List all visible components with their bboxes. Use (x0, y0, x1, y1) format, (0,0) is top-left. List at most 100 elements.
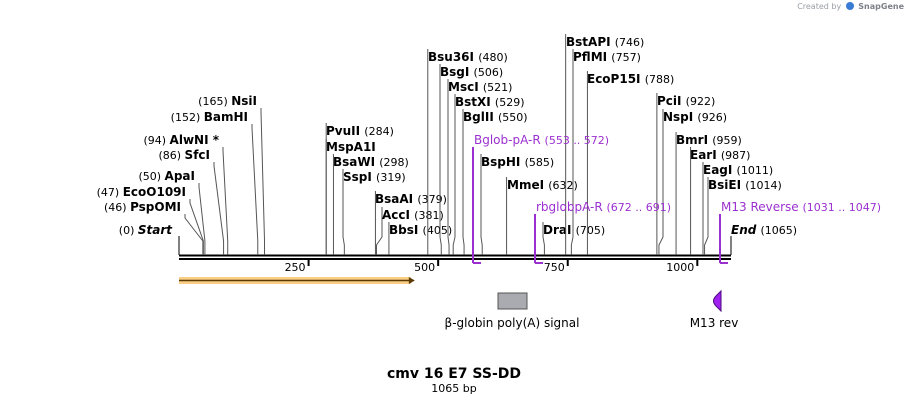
enzyme-site-bsu36i[interactable]: Bsu36I (480) (427, 49, 508, 255)
enzyme-site-acci-label[interactable]: AccI (381) (382, 208, 444, 222)
enzyme-site-ecoo109i-label[interactable]: (47) EcoO109I (97, 185, 186, 199)
enzyme-site-pcii[interactable]: PciI (922) (656, 93, 715, 255)
enzyme-site-drai-label[interactable]: DraI (705) (543, 223, 605, 237)
m13-rev-feature[interactable]: M13 rev (690, 289, 739, 330)
enzyme-site-msci-line (447, 79, 450, 255)
enzyme-site-mmei-label[interactable]: MmeI (632) (507, 178, 578, 192)
enzyme-site-bbsi-label[interactable]: BbsI (405) (389, 223, 452, 237)
enzyme-site-bsiei[interactable]: BsiEI (1014) (704, 177, 782, 255)
enzyme-site-bsawi-label[interactable]: BsaWI (298) (333, 155, 409, 169)
enzyme-site-bglii[interactable]: BglII (550) (462, 109, 528, 255)
enzyme-pos: (379) (417, 193, 447, 206)
primer-bglob-pa-r[interactable]: Bglob-pA-R (553 .. 572) (472, 133, 609, 264)
enzyme-site-apai[interactable]: (50) ApaI (138, 169, 206, 255)
enzyme-site-eari-label[interactable]: EarI (987) (690, 148, 750, 162)
enzyme-pos: (959) (712, 134, 742, 147)
enzyme-site-nspi-label[interactable]: NspI (926) (663, 110, 727, 124)
enzyme-site-drai[interactable]: DraI (705) (542, 222, 605, 255)
enzyme-site-bstapi[interactable]: BstAPI (746) (565, 34, 645, 255)
enzyme-site-bmri[interactable]: BmrI (959) (675, 132, 742, 255)
polya-signal-label: β-globin poly(A) signal (445, 316, 580, 330)
enzyme-site-sspi[interactable]: SspI (319) (342, 169, 406, 255)
enzyme-site-pvuii-label[interactable]: PvuII (284) (326, 124, 394, 138)
enzyme-site-msci-label[interactable]: MscI (521) (448, 80, 512, 94)
enzyme-site-pspomi[interactable]: (46) PspOMI (104, 200, 204, 255)
enzyme-site-eari[interactable]: EarI (987) (690, 147, 750, 255)
enzyme-site-bsiei-label[interactable]: BsiEI (1014) (708, 178, 782, 192)
enzyme-site-bstxi[interactable]: BstXI (529) (452, 94, 525, 255)
enzyme-site-bsiei-line (704, 177, 709, 255)
enzyme-site-bstxi-label[interactable]: BstXI (529) (455, 95, 525, 109)
enzyme-site-bsaai-label[interactable]: BsaAI (379) (375, 192, 447, 206)
primer-rbglobpa-r[interactable]: rbglobpA-R (672 .. 691) (534, 200, 671, 264)
primer-m13-reverse-label[interactable]: M13 Reverse (1031 .. 1047) (721, 200, 881, 214)
enzyme-site-bsawi[interactable]: BsaWI (298) (332, 154, 409, 255)
enzyme-pos: (757) (611, 51, 641, 64)
enzyme-name: PflMI (573, 50, 611, 64)
enzyme-site-sfci-label[interactable]: (86) SfcI (158, 148, 210, 162)
primer-m13-reverse[interactable]: M13 Reverse (1031 .. 1047) (719, 200, 881, 264)
enzyme-site-apai-label[interactable]: (50) ApaI (138, 169, 195, 183)
start-name: Start (138, 223, 173, 237)
enzyme-site-bsgi-label[interactable]: BsgI (506) (440, 65, 503, 79)
enzyme-site-ecoo109i-line (189, 199, 204, 255)
enzyme-site-bamhi[interactable]: (152) BamHI (171, 110, 259, 255)
map-title: cmv 16 E7 SS-DD (387, 366, 521, 382)
enzyme-site-ecoo109i[interactable]: (47) EcoO109I (97, 185, 204, 255)
enzyme-pos: (47) (97, 186, 123, 199)
enzyme-site-acci-line (375, 207, 383, 255)
enzyme-site-bsphi-label[interactable]: BspHI (585) (481, 155, 554, 169)
enzyme-site-bsu36i-label[interactable]: Bsu36I (480) (428, 50, 508, 64)
enzyme-site-apai-line (198, 183, 206, 255)
enzyme-site-bbsi[interactable]: BbsI (405) (388, 222, 452, 255)
primer-rbglobpa-r-label[interactable]: rbglobpA-R (672 .. 691) (536, 200, 671, 214)
enzyme-site-pspomi-line (184, 214, 204, 255)
enzyme-site-bamhi-label[interactable]: (152) BamHI (171, 110, 248, 124)
enzyme-site-eagi-label[interactable]: EagI (1011) (703, 163, 773, 177)
credit-prefix: Created by (797, 2, 842, 11)
ruler-tick-label: 1000 (666, 261, 694, 274)
enzyme-name: BsgI (440, 65, 474, 79)
enzyme-site-bmri-label[interactable]: BmrI (959) (676, 133, 742, 147)
enzyme-pos: (705) (576, 224, 606, 237)
enzyme-name: MmeI (507, 178, 548, 192)
enzyme-site-alwni-line (222, 147, 229, 255)
enzyme-site-eagi[interactable]: EagI (1011) (702, 162, 773, 255)
enzyme-site-pflmi[interactable]: PflMI (757) (570, 49, 641, 255)
enzyme-site-bglii-label[interactable]: BglII (550) (463, 110, 528, 124)
enzyme-site-mspa1i-label[interactable]: MspA1I (326, 140, 376, 154)
enzyme-site-acci[interactable]: AccI (381) (375, 207, 444, 255)
enzyme-site-pvuii[interactable]: PvuII (284) (325, 123, 394, 255)
enzyme-site-nspi[interactable]: NspI (926) (658, 109, 727, 255)
enzyme-site-ecop15i[interactable]: EcoP15I (788) (586, 71, 674, 255)
enzyme-site-pcii-label[interactable]: PciI (922) (657, 94, 715, 108)
enzyme-site-alwni[interactable]: (94) AlwNI * (143, 133, 229, 255)
enzyme-site-alwni-label[interactable]: (94) AlwNI * (143, 133, 219, 147)
primer-bglob-pa-r-label[interactable]: Bglob-pA-R (553 .. 572) (474, 133, 609, 147)
cds-arrow-feature[interactable] (179, 277, 415, 284)
enzyme-site-sfci[interactable]: (86) SfcI (158, 148, 225, 255)
polya-signal-feature[interactable]: β-globin poly(A) signal (445, 292, 580, 330)
enzyme-name: NsiI (231, 94, 257, 108)
snapgene-credit[interactable]: Created by SnapGene (797, 2, 904, 11)
enzyme-site-nsii-label[interactable]: (165) NsiI (198, 94, 257, 108)
enzyme-pos: (165) (198, 95, 231, 108)
enzyme-site-mmei[interactable]: MmeI (632) (506, 177, 578, 255)
enzyme-site-bsphi[interactable]: BspHI (585) (480, 154, 554, 255)
enzyme-pos: (152) (171, 111, 204, 124)
enzyme-pos: (926) (697, 111, 727, 124)
enzyme-site-pflmi-label[interactable]: PflMI (757) (573, 50, 641, 64)
enzyme-site-nsii-line (260, 108, 266, 255)
enzyme-name: PciI (657, 94, 686, 108)
enzyme-pos: (632) (548, 179, 578, 192)
primer-range: (1031 .. 1047) (803, 201, 882, 214)
enzyme-site-sspi-label[interactable]: SspI (319) (343, 170, 406, 184)
enzyme-site-pspomi-label[interactable]: (46) PspOMI (104, 200, 181, 214)
enzyme-site-bstapi-label[interactable]: BstAPI (746) (566, 35, 644, 49)
enzyme-site-bsgi[interactable]: BsgI (506) (439, 64, 503, 255)
enzyme-site-nsii[interactable]: (165) NsiI (198, 94, 266, 255)
enzyme-site-msci[interactable]: MscI (521) (447, 79, 512, 255)
enzyme-site-bamhi-line (251, 124, 259, 255)
enzyme-site-ecop15i-label[interactable]: EcoP15I (788) (587, 72, 674, 86)
